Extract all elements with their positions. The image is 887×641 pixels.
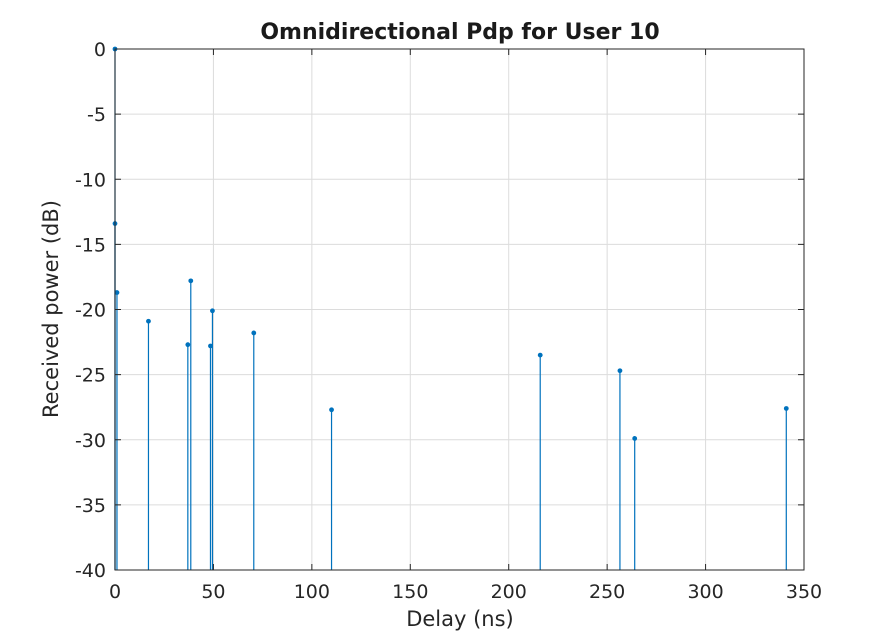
stem-marker: [188, 278, 194, 284]
x-tick-label: 0: [109, 581, 121, 603]
x-tick-label: 350: [786, 581, 822, 603]
stem-marker: [329, 407, 334, 413]
y-tick-label: -40: [75, 560, 106, 582]
stem-marker: [210, 308, 215, 314]
stem-marker: [783, 406, 789, 411]
axis-ticks: 0 50 100 150 200 250 300 350 0 -5 -10 -15 -20 -25 -30 -…: [75, 39, 822, 603]
x-tick-label: 100: [294, 581, 330, 603]
y-tick-label: -20: [75, 300, 106, 322]
y-tick-label: -30: [75, 430, 106, 452]
y-tick-label: -15: [75, 234, 106, 256]
x-tick-label: 200: [491, 581, 527, 603]
y-tick-label: -5: [87, 104, 106, 126]
stem-marker: [251, 330, 257, 336]
x-axis-label: Delay (ns): [406, 607, 514, 631]
stem-marker: [185, 342, 191, 348]
stem-marker: [617, 368, 623, 374]
y-tick-label: -35: [75, 495, 106, 517]
y-tick-label: -10: [75, 169, 106, 191]
chart-title: Omnidirectional Pdp for User 10: [260, 20, 659, 45]
y-tick-label: -25: [75, 365, 106, 387]
y-axis-label: Received power (dB): [39, 200, 63, 418]
stem-marker: [208, 343, 213, 349]
stem-marker: [114, 290, 120, 295]
stem-marker: [146, 318, 151, 324]
stem-marker: [632, 436, 638, 441]
x-tick-label: 250: [589, 581, 625, 603]
stem-marker: [537, 352, 543, 358]
x-tick-label: 50: [201, 581, 225, 603]
x-tick-label: 300: [687, 581, 723, 603]
y-tick-label: 0: [94, 39, 106, 61]
x-tick-label: 150: [392, 581, 428, 603]
